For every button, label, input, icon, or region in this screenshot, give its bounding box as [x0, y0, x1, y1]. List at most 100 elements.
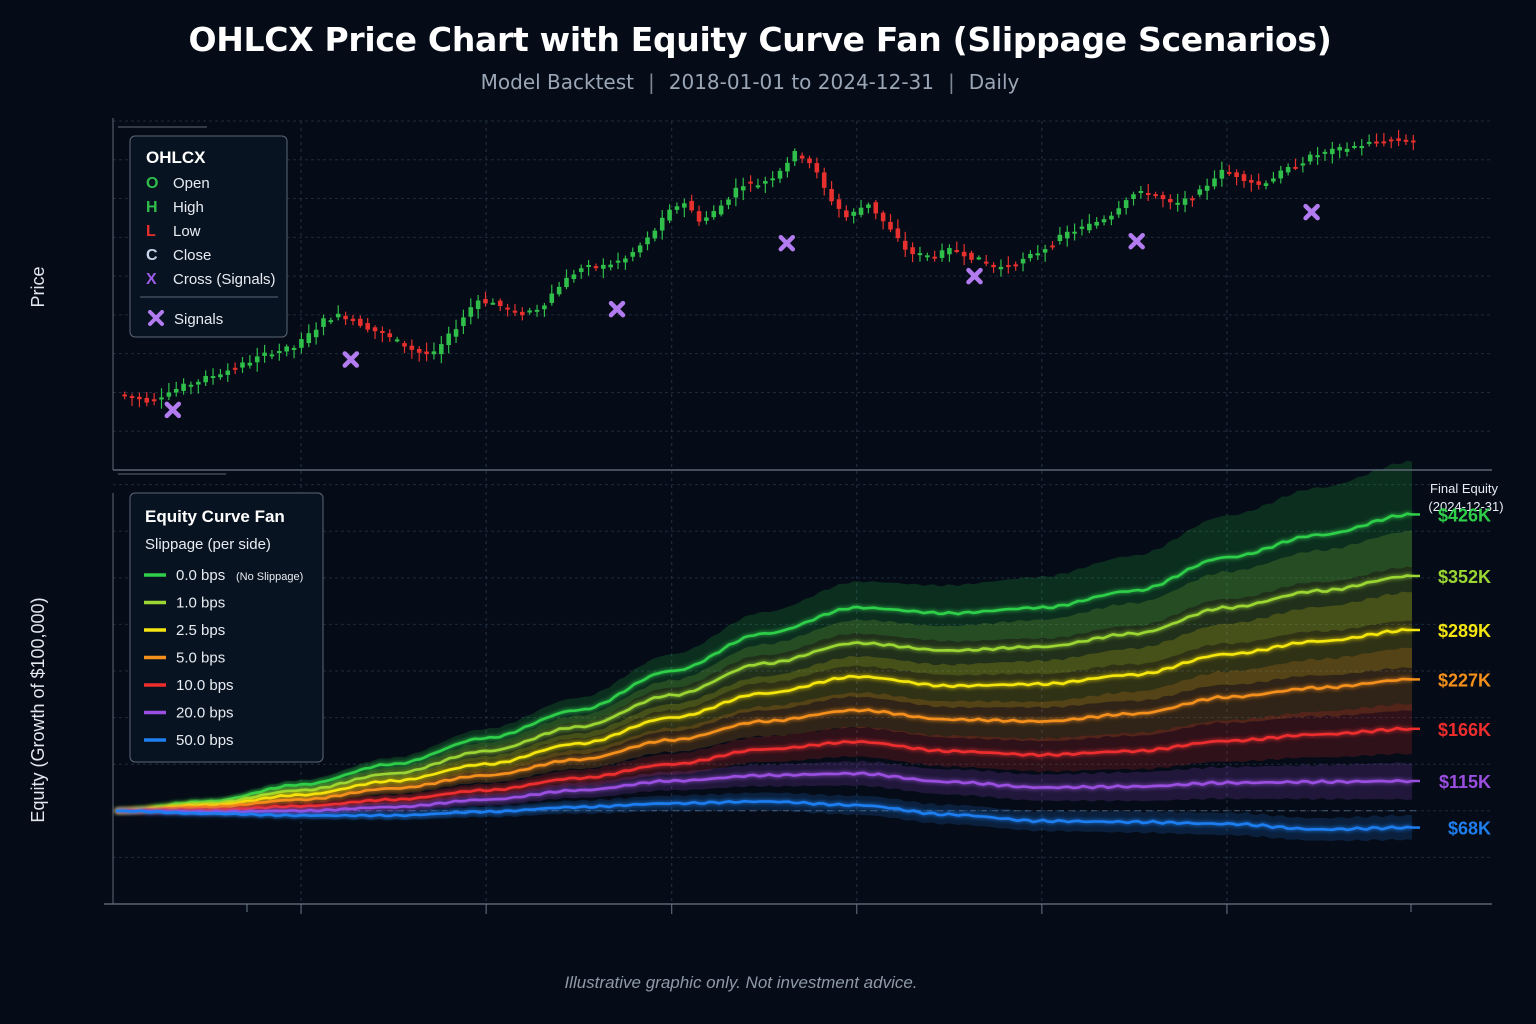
- legend-series-label: 5.0 bps: [176, 650, 225, 667]
- final-equity-label: $166K: [1438, 720, 1491, 740]
- candle-body: [1057, 234, 1063, 242]
- candle-body: [1337, 147, 1342, 151]
- candle-body: [682, 203, 687, 208]
- legend-letter: O: [146, 175, 158, 192]
- candle-body: [1234, 172, 1239, 177]
- candle-body: [1131, 194, 1136, 199]
- candle-body: [254, 356, 260, 363]
- candle-body: [446, 333, 451, 346]
- candle-body: [623, 258, 628, 263]
- candle-body: [1123, 200, 1129, 209]
- candle-body: [1330, 148, 1335, 155]
- candle-body: [512, 310, 518, 313]
- candle-body: [129, 396, 135, 399]
- candle-body: [586, 264, 591, 267]
- equity-legend-subtitle: Slippage (per side): [145, 536, 271, 553]
- candle-body: [1175, 202, 1180, 205]
- candle-body: [763, 181, 768, 184]
- candle-body: [335, 313, 341, 318]
- candlestick-series: [122, 130, 1416, 409]
- candle-body: [1050, 245, 1055, 248]
- equity-legend-box: [129, 492, 324, 763]
- legend-series-label: 1.0 bps: [176, 595, 225, 612]
- candle-body: [1256, 181, 1261, 185]
- candle-body: [468, 307, 474, 317]
- candle-body: [1079, 226, 1085, 229]
- candle-body: [1381, 141, 1387, 144]
- candle-body: [704, 217, 709, 221]
- candle-body: [137, 396, 142, 400]
- candle-body: [1006, 265, 1011, 268]
- candle-body: [630, 252, 636, 257]
- candle-body: [122, 394, 127, 397]
- legend-letter: H: [146, 199, 158, 216]
- candle-body: [888, 221, 893, 230]
- candle-body: [520, 311, 525, 316]
- candle-body: [1411, 140, 1416, 143]
- legend-series-label: 0.0 bps: [176, 567, 225, 584]
- footnote: Illustrative graphic only. Not investmen…: [564, 973, 918, 992]
- price-legend-box: [129, 135, 288, 338]
- candle-body: [1072, 231, 1077, 234]
- candle-body: [1366, 141, 1372, 144]
- legend-label: Cross (Signals): [173, 271, 276, 288]
- signal-x-marker: [164, 401, 182, 419]
- candle-body: [615, 260, 621, 263]
- candle-body: [866, 204, 871, 208]
- candle-body: [1109, 215, 1114, 220]
- candle-body: [203, 375, 208, 383]
- candle-body: [851, 211, 856, 216]
- candle-body: [1396, 138, 1401, 141]
- candle-body: [1374, 141, 1379, 144]
- legend-series-label: 20.0 bps: [176, 705, 234, 722]
- chart-subtitle: Model Backtest | 2018-01-01 to 2024-12-31 |…: [0, 70, 1500, 94]
- candle-body: [925, 255, 930, 258]
- candle-body: [1241, 174, 1247, 182]
- candle-body: [431, 351, 437, 355]
- candle-body: [1212, 178, 1217, 187]
- equity-line: [115, 574, 1413, 813]
- fan-band: [116, 591, 1412, 813]
- equity-line: [116, 726, 1413, 813]
- candle-body: [1263, 183, 1269, 186]
- final-equity-header: Final Equity: [1430, 481, 1498, 496]
- signal-x-marker: [342, 351, 360, 368]
- subtitle-separator: |: [648, 70, 655, 94]
- candle-body: [689, 200, 694, 211]
- candle-body: [1087, 223, 1092, 231]
- equity-line: [115, 512, 1413, 813]
- price-axis-label: Price: [28, 266, 48, 307]
- candle-body: [902, 240, 908, 250]
- candle-body: [497, 300, 503, 306]
- candle-body: [1160, 195, 1166, 200]
- candle-body: [1182, 198, 1188, 205]
- signals-legend-label: Signals: [174, 311, 223, 328]
- candle-body: [829, 189, 834, 202]
- price-legend-items: O Open H High L Low C Close X Cross (Signals): [146, 175, 276, 288]
- candle-body: [299, 339, 304, 348]
- candle-body: [748, 181, 753, 184]
- candle-body: [1204, 185, 1210, 191]
- candle-body: [711, 211, 717, 218]
- candle-body: [969, 252, 974, 260]
- candle-body: [858, 207, 864, 215]
- candle-body: [814, 163, 820, 173]
- candle-body: [1153, 194, 1158, 197]
- candle-body: [799, 155, 805, 159]
- candle-body: [1042, 249, 1048, 253]
- equity-line: [116, 799, 1413, 832]
- candle-body: [1315, 155, 1320, 158]
- candle-body: [1064, 231, 1070, 239]
- signal-x-marker: [778, 234, 796, 252]
- candle-body: [880, 212, 886, 222]
- candle-body: [652, 230, 658, 239]
- candle-body: [637, 245, 643, 253]
- legend-letter: C: [146, 247, 158, 264]
- candle-body: [380, 330, 385, 333]
- candle-body: [394, 339, 400, 342]
- candle-body: [424, 351, 429, 355]
- candle-body: [549, 293, 555, 303]
- equity-line: [116, 677, 1413, 813]
- candle-body: [306, 333, 312, 344]
- final-equity-label: $68K: [1448, 819, 1491, 839]
